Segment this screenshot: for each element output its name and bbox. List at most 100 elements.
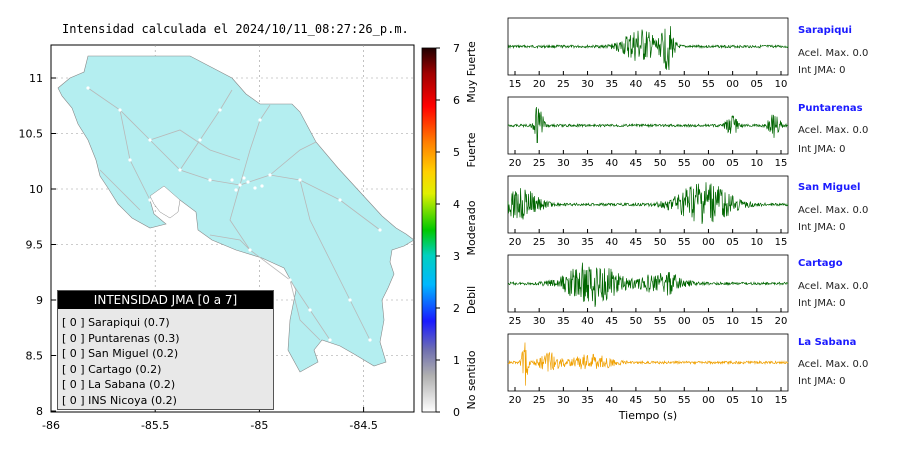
waveform-tick-label: 00: [678, 316, 691, 327]
road: [149, 129, 241, 161]
colorbar-fill: [421, 47, 437, 413]
waveform-trace: [507, 107, 789, 144]
waveform-tick-label: 00: [702, 395, 715, 406]
station-accel-max: Acel. Max. 0.0: [798, 205, 869, 216]
legend-station: Sarapiqui (0.7): [88, 316, 170, 329]
waveform-trace: [507, 262, 789, 307]
road: [87, 87, 241, 186]
colorbar-category-label: Debil: [465, 286, 478, 314]
colorbar-category-label: Moderado: [465, 200, 478, 255]
road: [179, 89, 233, 171]
waveform-panel: 20 25 30 35 40 45 50 55 00 05 10 15: [507, 96, 789, 169]
station-int-jma: Int JMA: 0: [798, 65, 846, 76]
town-marker: [338, 198, 342, 202]
waveform-tick-label: 30: [557, 158, 570, 169]
waveform-tick-label: 35: [605, 79, 618, 90]
legend-row: [ 0 ] Sarapiqui (0.7): [62, 315, 273, 331]
town-marker: [118, 108, 122, 112]
waveform-tick-label: 05: [702, 316, 715, 327]
waveform-tick-label: 10: [750, 237, 763, 248]
y-tick-label: 9: [36, 294, 43, 307]
town-marker: [178, 168, 182, 172]
road: [239, 104, 271, 186]
station-accel-max: Acel. Max. 0.0: [798, 359, 869, 370]
town-marker: [230, 178, 234, 182]
colorbar-category-label: No sentido: [465, 350, 478, 409]
legend-station: La Sabana (0.2): [88, 378, 176, 391]
legend-row: [ 0 ] INS Nicoya (0.2): [62, 393, 273, 409]
road: [99, 169, 141, 211]
waveform-tick-label: 20: [775, 316, 788, 327]
town-marker: [378, 228, 382, 232]
town-marker: [288, 278, 292, 282]
legend-value: [ 0 ]: [62, 362, 85, 376]
waveform-tick-label: 15: [775, 237, 788, 248]
waveform-tick-label: 45: [605, 316, 618, 327]
town-markers: [86, 86, 382, 342]
waveform-tick-label: 45: [630, 395, 643, 406]
waveform-tick-label: 05: [726, 395, 739, 406]
waveform-trace: [507, 26, 789, 71]
waveform-tick-label: 00: [726, 79, 739, 90]
x-tick-label: -85: [250, 419, 268, 432]
colorbar-tick-label: 4: [453, 198, 460, 211]
road: [289, 279, 321, 341]
waveform-tick-label: 40: [630, 79, 643, 90]
waveform-tick-label: 50: [678, 79, 691, 90]
town-marker: [148, 138, 152, 142]
gulf-of-nicoya: [149, 185, 181, 219]
town-marker: [234, 188, 238, 192]
waveform-tick-label: 35: [581, 158, 594, 169]
town-marker: [253, 186, 257, 190]
waveform-tick-label: 25: [533, 237, 546, 248]
colorbar-tick-label: 5: [453, 146, 460, 159]
waveform-tick-label: 00: [702, 158, 715, 169]
legend-value: [ 0 ]: [62, 331, 85, 345]
waveform-tick-label: 35: [581, 237, 594, 248]
colorbar-labels: No sentido Debil Moderado Fuerte Muy Fuerte: [465, 41, 478, 410]
waveform-tick-label: 20: [509, 237, 522, 248]
town-marker: [260, 184, 264, 188]
waveform-tick-label: 05: [726, 237, 739, 248]
road: [209, 234, 251, 251]
colorbar-tick-label: 1: [453, 354, 460, 367]
colorbar-category-label: Fuerte: [465, 132, 478, 167]
waveform-tick-label: 50: [654, 237, 667, 248]
x-tick-label: -85.5: [141, 419, 169, 432]
town-marker: [128, 158, 132, 162]
legend-value: [ 0 ]: [62, 316, 85, 329]
waveform-tick-label: 10: [726, 316, 739, 327]
town-marker: [268, 173, 272, 177]
y-tick-label: 10: [29, 183, 43, 196]
waveform-panel: 15 20 25 30 35 40 45 50 55 00 05 10: [507, 17, 789, 90]
waveform-tick-label: 25: [509, 316, 522, 327]
waveform-tick-label: 20: [509, 158, 522, 169]
station-int-jma: Int JMA: 0: [798, 222, 846, 233]
colorbar-tick-label: 6: [453, 94, 460, 107]
colorbar-category-label: Muy Fuerte: [465, 41, 478, 103]
intensity-colorbar: 0 1 2 3 4 5 6 7 No sentido Debil Moderado Fuerte Mu…: [421, 41, 478, 419]
station-int-jma: Int JMA: 0: [798, 376, 846, 387]
town-marker: [368, 338, 372, 342]
town-marker: [218, 108, 222, 112]
y-tick-label: 11: [29, 72, 43, 85]
landmass: [57, 55, 415, 373]
waveform-tick-label: 05: [750, 79, 763, 90]
waveform-tick-label: 15: [775, 158, 788, 169]
waveform-tick-label: 50: [630, 316, 643, 327]
waveform-tick-label: 50: [654, 395, 667, 406]
waveform-tick-label: 55: [678, 395, 691, 406]
y-tick-label: 10.5: [19, 128, 44, 141]
legend-value: [ 0 ]: [62, 347, 85, 360]
waveform-tick-label: 25: [557, 79, 570, 90]
road: [299, 179, 371, 341]
waveform-tick-label: 10: [750, 158, 763, 169]
colorbar-tick-label: 3: [453, 250, 460, 263]
colorbar-tick-label: 7: [453, 42, 460, 55]
waveform-trace: [507, 182, 789, 224]
station-accel-max: Acel. Max. 0.0: [798, 125, 869, 136]
town-marker: [308, 308, 312, 312]
waveform-tick-label: 30: [533, 316, 546, 327]
colorbar-tick-label: 0: [453, 406, 460, 419]
legend-value: [ 0 ]: [62, 378, 85, 391]
